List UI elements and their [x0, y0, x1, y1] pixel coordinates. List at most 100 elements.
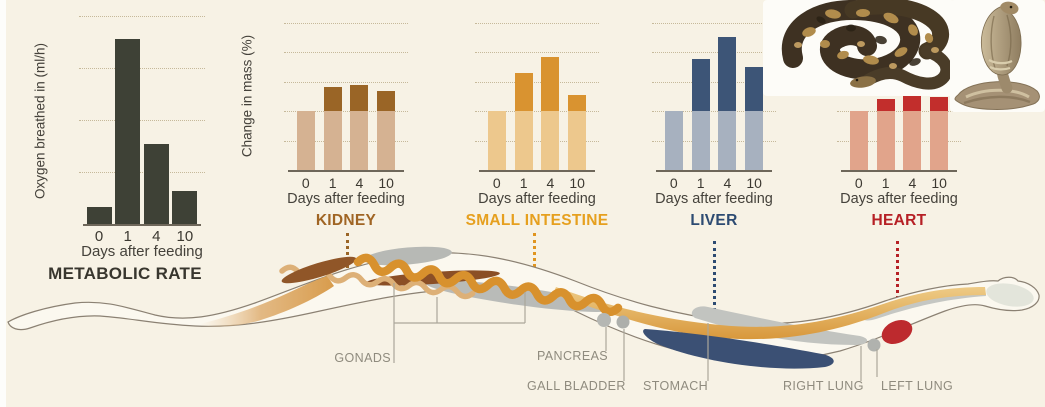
bar-segment-base: [876, 111, 895, 170]
bar-day-0: [849, 111, 868, 170]
python-photo: [763, 0, 955, 96]
plot-area: [652, 23, 776, 172]
label-pancreas: PANCREAS: [537, 349, 609, 363]
right-lung-shape: [691, 306, 868, 345]
x-tick-label: 0: [854, 175, 863, 191]
bar-segment-base: [691, 111, 710, 170]
chart-title: HEART: [871, 212, 927, 229]
bar-day-0: [86, 206, 112, 224]
bar-day-0: [296, 111, 315, 170]
label-right-lung: RIGHT LUNG: [783, 379, 864, 393]
snake-anatomy-illustration: [7, 246, 1040, 381]
x-tick-labels: 0 1 4 10: [479, 175, 595, 191]
bar-segment-base: [664, 111, 683, 170]
gridline: [475, 111, 599, 113]
bar-segment-above-baseline: [377, 91, 396, 112]
cobra-illustration: [954, 1, 1040, 110]
snake-head: [986, 283, 1034, 307]
bar-segment-above-baseline: [541, 56, 560, 112]
bars: [656, 36, 772, 170]
gridline: [652, 52, 776, 54]
bar-segment-base: [903, 111, 922, 170]
bar-segment-above-baseline: [350, 84, 369, 112]
x-tick-labels: 0 1 4 10: [288, 175, 404, 191]
left-lung-shape: [867, 338, 881, 352]
bar-segment-base: [541, 111, 560, 170]
small-intestine-shape: [353, 253, 623, 317]
chart-title: SMALL INTESTINE: [465, 212, 609, 229]
x-tick-label: 4: [152, 228, 161, 245]
x-tick-label: 1: [881, 175, 890, 191]
chart-title: KIDNEY: [315, 212, 377, 229]
x-tick-label: 1: [696, 175, 705, 191]
bar-segment-above-baseline: [930, 96, 949, 112]
bar-day-0: [487, 111, 506, 170]
y-axis-title: Oxygen breathed in (ml/h): [32, 42, 48, 200]
gridline: [284, 23, 408, 24]
bar-segment-above-baseline: [745, 66, 764, 112]
gridline: [652, 81, 776, 83]
x-tick-label: 10: [176, 228, 194, 245]
python-illustration: [781, 0, 953, 90]
bar-segment-above-baseline: [903, 95, 922, 112]
bars: [479, 56, 595, 170]
trachea-shape: [860, 289, 986, 321]
bar-day-10: [745, 66, 764, 170]
x-tick-label: 0: [94, 228, 104, 245]
bar-segment-base: [514, 111, 533, 170]
gridline: [284, 111, 408, 113]
gridline: [475, 140, 599, 142]
bar-day-1: [514, 72, 533, 170]
cobra-eye: [1009, 5, 1013, 9]
gridline: [284, 52, 408, 54]
bar-day-10: [930, 96, 949, 170]
bar-segment-base: [568, 111, 587, 170]
label-stomach: STOMACH: [643, 379, 709, 393]
bar-day-0: [664, 111, 683, 170]
x-axis-title: Days after feeding: [655, 191, 773, 207]
label-gonads: GONADS: [334, 351, 391, 365]
bar-day-4: [541, 56, 560, 170]
x-tick-label: 0: [301, 175, 310, 191]
bars: [841, 95, 957, 170]
heart-shape: [881, 320, 913, 344]
bar-segment-base: [377, 111, 396, 170]
page-edge: [0, 0, 6, 407]
bar-segment-base: [487, 111, 506, 170]
gridline: [475, 23, 599, 24]
cobra-head: [1000, 1, 1019, 15]
x-tick-labels: 0 1 4 10: [841, 175, 957, 191]
x-tick-label: 10: [746, 175, 762, 191]
x-tick-label: 4: [355, 175, 364, 191]
liver-shape: [643, 329, 834, 369]
x-tick-label: 4: [908, 175, 917, 191]
x-axis-title: Days after feeding: [478, 191, 596, 207]
chart-title: LIVER: [690, 212, 738, 229]
gridline: [284, 81, 408, 83]
bar-day-10: [377, 91, 396, 170]
x-tick-label: 4: [546, 175, 555, 191]
stomach-shape: [553, 287, 986, 340]
kidney-connector-line: [346, 233, 349, 268]
cobra-photo: [950, 0, 1045, 112]
plot-area: [79, 16, 205, 226]
plot-area: [284, 23, 408, 172]
gridline: [837, 111, 961, 113]
bar-segment-above-baseline: [691, 59, 710, 112]
liver-connector-line: [713, 241, 716, 342]
kidney-shape-left: [281, 256, 357, 284]
gonad-shape: [364, 246, 452, 266]
x-tick-label: 10: [378, 175, 394, 191]
gridline: [79, 172, 205, 173]
x-tick-label: 0: [669, 175, 678, 191]
x-tick-label: 10: [931, 175, 947, 191]
x-tick-labels: 0 1 4 10: [656, 175, 772, 191]
y-axis-title: Change in mass (%): [239, 34, 255, 158]
x-tick-label: 1: [123, 228, 132, 245]
bar-day-4: [143, 144, 169, 224]
bar-segment-above-baseline: [876, 99, 895, 112]
bar-segment-above-baseline: [568, 94, 587, 112]
bar-segment-base: [350, 111, 369, 170]
gridline: [652, 111, 776, 113]
bar-segment-above-baseline: [323, 87, 342, 112]
